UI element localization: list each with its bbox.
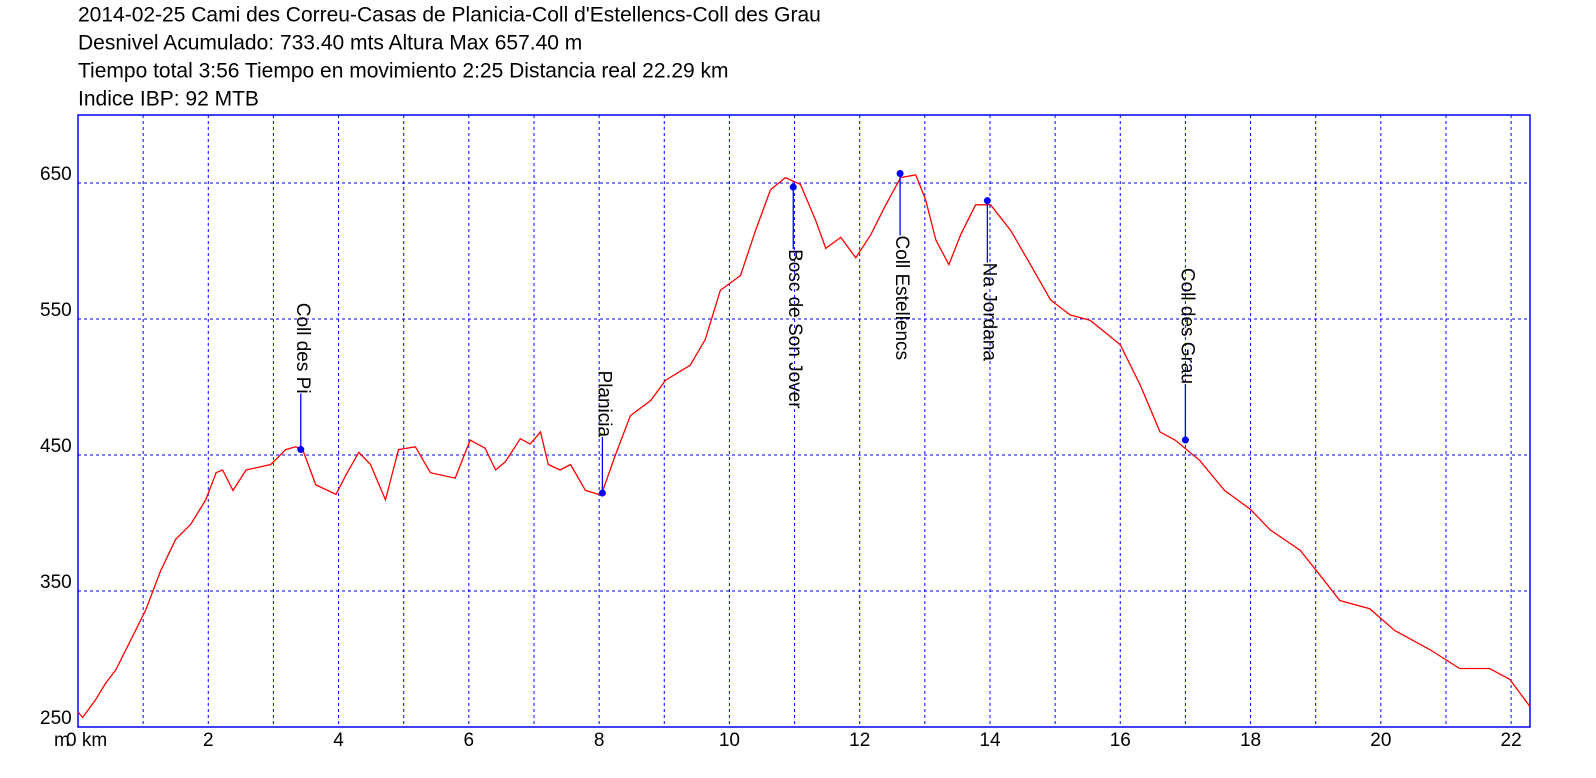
waypoint-label: Coll des Grau xyxy=(1176,268,1197,384)
waypoint xyxy=(896,169,904,177)
subtitle: Tiempo total 3:56 Tiempo en movimiento 2… xyxy=(78,60,729,83)
elevation-line xyxy=(77,174,1531,719)
waypoint-label: Coll Estellencs xyxy=(891,235,912,360)
x-tick-label: 2 xyxy=(203,730,214,751)
subtitle: Desnivel Acumulado: 733.40 mts Altura Ma… xyxy=(78,32,582,55)
x-tick-label: 10 xyxy=(719,730,740,751)
waypoint xyxy=(983,197,991,205)
y-tick-label: 450 xyxy=(40,436,72,457)
x-tick-label: 0 km xyxy=(66,730,107,751)
waypoint xyxy=(297,446,305,454)
x-tick-label: 4 xyxy=(333,730,344,751)
y-tick-label: 650 xyxy=(40,164,72,185)
chart-title: 2014-02-25 Cami des Correu-Casas de Plan… xyxy=(78,4,821,27)
waypoint xyxy=(789,183,797,191)
x-tick-label: 8 xyxy=(594,730,605,751)
plot-frame xyxy=(77,114,1531,728)
x-tick-label: 18 xyxy=(1240,730,1261,751)
x-tick-label: 16 xyxy=(1110,730,1131,751)
waypoint xyxy=(1181,436,1189,444)
waypoint-label: Coll des Pi xyxy=(292,303,313,394)
waypoint-label: Bosc de Son Jover xyxy=(784,249,805,409)
y-tick-label: 550 xyxy=(40,300,72,321)
x-tick-label: 22 xyxy=(1501,730,1522,751)
x-tick-label: 14 xyxy=(979,730,1001,751)
y-axis-label: m xyxy=(54,730,70,751)
waypoint-label: Na Jordana xyxy=(978,263,999,362)
y-tick-label: 350 xyxy=(40,572,72,593)
waypoint-label: Planicia xyxy=(593,371,614,438)
x-tick-label: 20 xyxy=(1370,730,1391,751)
y-tick-label: 250 xyxy=(40,708,72,729)
x-tick-label: 6 xyxy=(464,730,475,751)
x-tick-label: 12 xyxy=(849,730,870,751)
subtitle: Indice IBP: 92 MTB xyxy=(78,88,259,111)
waypoint xyxy=(598,489,606,497)
